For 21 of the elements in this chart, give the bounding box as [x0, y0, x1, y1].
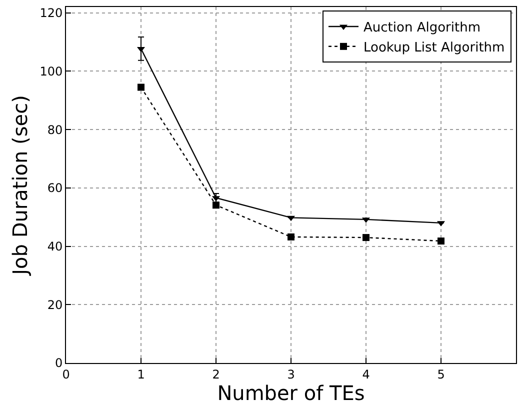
y-tick-label: 120: [40, 6, 63, 20]
x-tick-label: 3: [287, 367, 295, 382]
point: [212, 202, 220, 209]
point: [438, 238, 444, 245]
x-axis-title: Number of TEs: [217, 381, 365, 405]
x-tick-label: 4: [362, 367, 370, 382]
point: [288, 233, 294, 240]
y-axis-title: Job Duration (sec): [8, 95, 32, 277]
point: [138, 84, 144, 91]
x-tick-label: 5: [437, 367, 445, 382]
x-tick-label: 1: [137, 367, 145, 382]
y-tick-label: 80: [47, 122, 63, 137]
legend-label: Auction Algorithm: [364, 20, 480, 36]
y-tick-label: 100: [40, 64, 63, 78]
y-tick-label: 40: [47, 239, 63, 254]
y-tick-label: 60: [47, 181, 63, 196]
x-tick-label: 2: [212, 367, 220, 382]
y-tick-label: 0: [54, 356, 63, 370]
legend-label: Lookup List Algorithm: [364, 40, 505, 56]
point: [362, 234, 370, 242]
y-tick-label: 20: [47, 298, 63, 312]
